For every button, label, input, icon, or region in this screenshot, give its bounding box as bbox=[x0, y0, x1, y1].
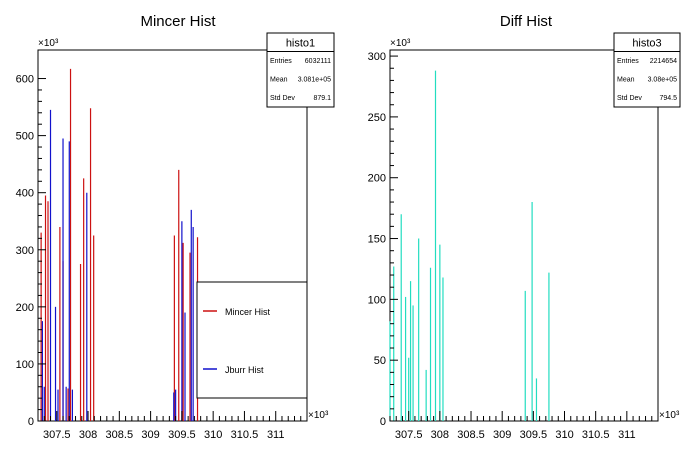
x-tick-label: 309.5 bbox=[168, 429, 196, 441]
x-tick-label: 308.5 bbox=[457, 429, 485, 441]
y-tick-label: 250 bbox=[368, 112, 386, 124]
x-tick-label: 309 bbox=[141, 429, 159, 441]
plot-frame bbox=[37, 49, 308, 422]
x-tick-label: 310 bbox=[204, 429, 222, 441]
x-tick-label: 310 bbox=[555, 429, 573, 441]
stats-label: Entries bbox=[270, 58, 292, 65]
stats-box-title: histo3 bbox=[632, 38, 661, 50]
legend-label: Mincer Hist bbox=[225, 307, 271, 317]
x-tick-label: 309 bbox=[493, 429, 511, 441]
stats-value: 3.08e+05 bbox=[648, 76, 677, 83]
stats-box bbox=[266, 32, 335, 108]
y-tick-label: 400 bbox=[16, 188, 34, 200]
stats-value: 794.5 bbox=[659, 95, 677, 102]
mincer-hist-plot: Mincer Hist 0 100 200 300 400 500 600 307.5 308 30… bbox=[16, 13, 335, 441]
stats-label: Mean bbox=[270, 76, 288, 83]
y-multiplier-label: ×10³ bbox=[38, 38, 59, 49]
y-tick-label: 500 bbox=[16, 131, 34, 143]
y-tick-label: 0 bbox=[28, 416, 34, 428]
x-tick-label: 308.5 bbox=[106, 429, 134, 441]
x-multiplier-label: ×10³ bbox=[659, 410, 680, 421]
x-tick-label: 307.5 bbox=[43, 429, 71, 441]
x-tick-label: 308 bbox=[431, 429, 449, 441]
stats-label: Entries bbox=[617, 58, 639, 65]
stats-box bbox=[613, 32, 681, 108]
x-tick-label: 310.5 bbox=[582, 429, 610, 441]
y-tick-label: 300 bbox=[368, 51, 386, 63]
y-tick-label: 100 bbox=[16, 359, 34, 371]
y-tick-label: 0 bbox=[380, 416, 386, 428]
x-tick-label: 311 bbox=[267, 429, 285, 441]
stats-value: 2214654 bbox=[650, 58, 677, 65]
y-tick-label: 150 bbox=[368, 234, 386, 246]
y-tick-label: 600 bbox=[16, 74, 34, 86]
diff-hist-plot: Diff Hist 0 50 100 150 200 250 300 307.5 308 308.5… bbox=[368, 13, 681, 441]
stats-box-title: histo1 bbox=[286, 38, 315, 50]
y-tick-label: 300 bbox=[16, 245, 34, 257]
chart-title: Mincer Hist bbox=[140, 13, 216, 30]
plot-frame bbox=[389, 49, 659, 422]
y-tick-label: 200 bbox=[368, 173, 386, 185]
x-tick-label: 311 bbox=[618, 429, 636, 441]
x-tick-label: 310.5 bbox=[231, 429, 259, 441]
stats-label: Std Dev bbox=[617, 95, 642, 102]
stats-value: 879.1 bbox=[313, 95, 331, 102]
y-multiplier-label: ×10³ bbox=[390, 38, 411, 49]
x-tick-label: 309.5 bbox=[520, 429, 548, 441]
x-multiplier-label: ×10³ bbox=[308, 410, 329, 421]
y-tick-label: 200 bbox=[16, 302, 34, 314]
x-tick-label: 307.5 bbox=[395, 429, 423, 441]
legend-box bbox=[196, 281, 308, 399]
stats-label: Std Dev bbox=[270, 95, 295, 102]
chart-title: Diff Hist bbox=[500, 13, 553, 30]
x-tick-label: 308 bbox=[79, 429, 97, 441]
legend-label: Jburr Hist bbox=[225, 365, 264, 375]
stats-value: 3.081e+05 bbox=[298, 76, 331, 83]
y-tick-label: 50 bbox=[374, 355, 386, 367]
stats-value: 6032111 bbox=[305, 58, 331, 65]
stats-label: Mean bbox=[617, 76, 635, 83]
y-tick-label: 100 bbox=[368, 294, 386, 306]
